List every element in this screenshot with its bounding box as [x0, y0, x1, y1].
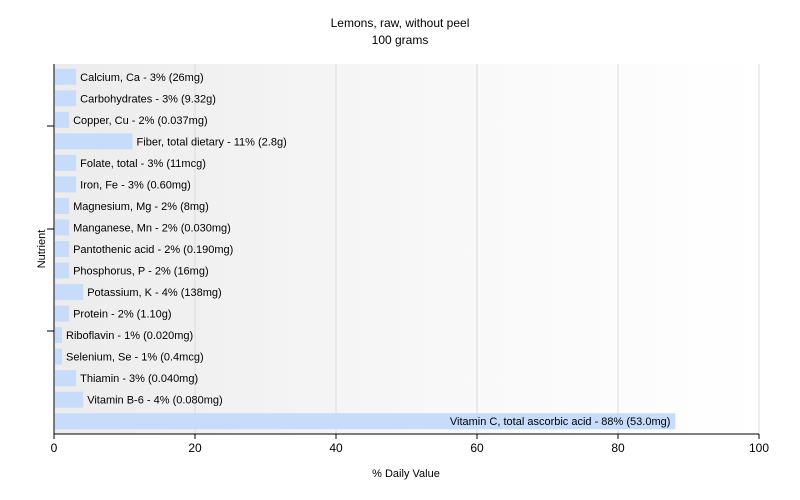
- bar-label: Manganese, Mn - 2% (0.030mg): [73, 222, 231, 234]
- bar-label: Potassium, K - 4% (138mg): [87, 287, 222, 299]
- x-tick-label: 40: [329, 441, 343, 455]
- bar: [55, 305, 70, 322]
- bar: [55, 327, 63, 344]
- bar-label: Pantothenic acid - 2% (0.190mg): [73, 244, 233, 256]
- chart-title: Lemons, raw, without peel: [331, 16, 470, 30]
- axes: [47, 64, 759, 435]
- bar-labels: Calcium, Ca - 3% (26mg) Carbohydrates - 3…: [66, 72, 670, 428]
- bar-label: Protein - 2% (1.10g): [73, 309, 171, 321]
- bar-label: Vitamin C, total ascorbic acid - 88% (53…: [450, 416, 671, 428]
- bar: [55, 176, 77, 193]
- x-tick-label: 60: [470, 441, 484, 455]
- bar-label: Calcium, Ca - 3% (26mg): [80, 72, 203, 84]
- bar: [55, 348, 63, 365]
- grid-lines: [194, 64, 760, 434]
- bar: [55, 219, 70, 236]
- x-tick-label: 80: [611, 441, 625, 455]
- bar: [55, 241, 70, 257]
- x-ticks: 0 20 40 60 80 100: [51, 434, 769, 455]
- bar-label: Thiamin - 3% (0.040mg): [80, 373, 198, 385]
- bar: [55, 413, 676, 430]
- x-tick-label: 20: [188, 441, 202, 455]
- x-tick-label: 100: [749, 441, 769, 455]
- bar-label: Vitamin B-6 - 4% (0.080mg): [87, 395, 223, 407]
- bars: [55, 68, 676, 430]
- bar-label: Fiber, total dietary - 11% (2.8g): [137, 136, 287, 148]
- bar: [55, 262, 70, 279]
- bar: [55, 197, 70, 214]
- bar: [55, 68, 77, 85]
- bar: [55, 111, 70, 128]
- plot-area: [54, 64, 759, 434]
- bar-label: Iron, Fe - 3% (0.60mg): [80, 179, 191, 191]
- bar-label: Folate, total - 3% (11mcg): [80, 158, 206, 170]
- chart-subtitle: 100 grams: [372, 33, 429, 47]
- bar-label: Carbohydrates - 3% (9.32g): [80, 93, 216, 105]
- x-axis-label: % Daily Value: [372, 468, 440, 480]
- bar-label: Copper, Cu - 2% (0.037mg): [73, 115, 208, 127]
- bar-label: Riboflavin - 1% (0.020mg): [66, 330, 193, 342]
- bar: [55, 370, 77, 387]
- bar: [55, 154, 77, 171]
- bar-label: Phosphorus, P - 2% (16mg): [73, 266, 209, 278]
- y-axis-label: Nutrient: [36, 230, 48, 269]
- bar-label: Selenium, Se - 1% (0.4mcg): [66, 352, 204, 364]
- bar: [55, 391, 84, 408]
- bar: [55, 284, 84, 301]
- x-tick-label: 0: [51, 441, 58, 455]
- bar: [55, 90, 77, 107]
- bar: [55, 133, 133, 150]
- bar-label: Magnesium, Mg - 2% (8mg): [73, 201, 209, 213]
